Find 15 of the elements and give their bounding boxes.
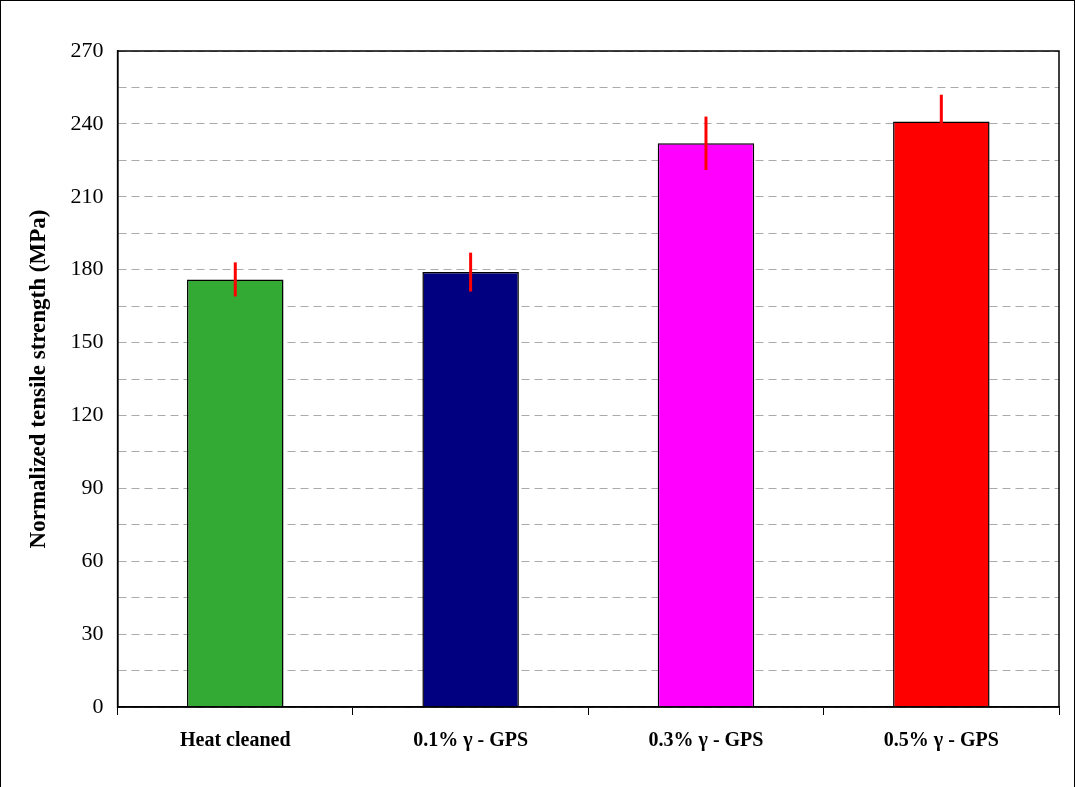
y-tick-label: 0 xyxy=(92,692,104,718)
y-axis-title: Normalized tensile strength (MPa) xyxy=(24,209,50,549)
y-tick-label: 270 xyxy=(70,36,104,62)
y-tick-label: 180 xyxy=(70,255,104,281)
x-tick-label: Heat cleaned xyxy=(180,728,291,751)
y-tick-label: 120 xyxy=(70,401,104,427)
x-tick-label: 0.3% γ - GPS xyxy=(648,728,764,752)
y-tick-label: 150 xyxy=(70,328,104,354)
y-tick-label: 30 xyxy=(81,619,104,645)
y-tick-label: 60 xyxy=(81,547,104,572)
x-tick-label: 0.1% γ - GPS xyxy=(413,728,529,752)
x-tick-label: 0.5% γ - GPS xyxy=(883,728,999,752)
y-tick-label: 210 xyxy=(70,182,104,208)
y-tick-label: 240 xyxy=(70,109,104,135)
y-tick-label: 90 xyxy=(81,474,104,500)
